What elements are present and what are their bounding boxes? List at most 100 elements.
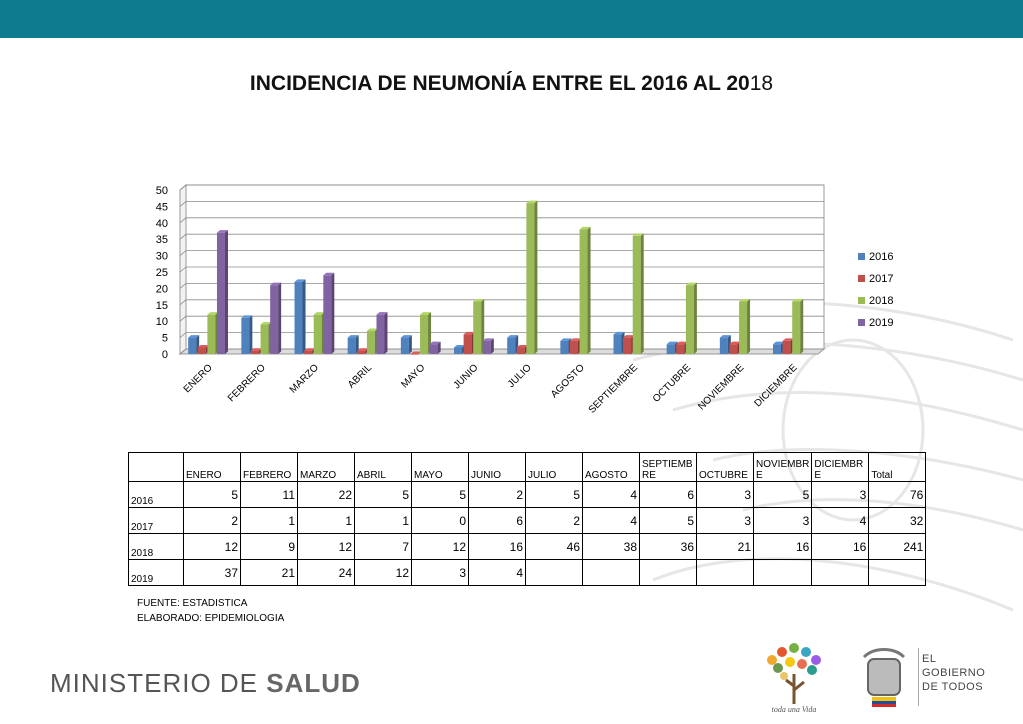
x-tick-label: JUNIO (452, 362, 481, 391)
bar (569, 340, 578, 354)
bar-top (507, 335, 519, 338)
x-tick-label: MAYO (399, 362, 427, 390)
y-tick-label: 5 (162, 333, 168, 345)
table-cell: 1 (354, 507, 412, 534)
bar-top (516, 344, 528, 348)
bar (420, 314, 429, 354)
bar-side (355, 335, 359, 354)
legend-label: 2019 (869, 317, 893, 329)
ministerio-logo: MINISTERIO DE SALUD (50, 668, 361, 698)
bar (473, 301, 482, 354)
bar (188, 337, 197, 354)
table-cell (868, 559, 927, 586)
gridline (179, 299, 824, 306)
bar (323, 275, 332, 354)
bar-top (526, 200, 538, 204)
gridline (179, 266, 824, 273)
table-cell (582, 559, 640, 586)
bar-top (270, 282, 282, 286)
y-tick-label: 10 (156, 316, 168, 328)
bar (676, 344, 685, 354)
legend-swatch (858, 253, 865, 260)
table-cell: 5 (354, 481, 412, 508)
x-tick-label: DICIEMBRE (752, 362, 799, 409)
bar (376, 314, 385, 354)
table-cell: 5 (411, 481, 469, 508)
bar-side (331, 272, 335, 354)
table-row: 2017 2 1 1 1 0 6 2 4 5 3 3 4 32 (128, 507, 927, 534)
gridline (179, 233, 824, 240)
elaborated-note: ELABORADO: EPIDEMIOLOGIA (137, 613, 285, 624)
row-header-cell: 2019 (128, 559, 184, 586)
bar (526, 203, 535, 354)
bar (304, 350, 313, 354)
y-tick-label: 0 (162, 349, 168, 361)
chart-title: INCIDENCIA DE NEUMONÍA ENTRE EL 2016 AL … (249, 72, 774, 95)
bar-side (587, 226, 591, 354)
table-cell: 5 (752, 481, 813, 508)
y-tick-label: 15 (156, 300, 168, 312)
bar (260, 324, 269, 354)
bar (241, 317, 250, 354)
bar-top (676, 341, 688, 345)
x-tick-label: JULIO (506, 362, 534, 390)
bar-top (207, 312, 219, 315)
table-header-cell: SEPTIEMB RE (639, 452, 697, 482)
table-row: 2019 37 21 24 12 3 4 (128, 559, 927, 586)
bar-top (463, 331, 475, 335)
table-header-cell: AGOSTO (582, 452, 640, 482)
table-cell: 4 (582, 507, 640, 534)
table-cell (752, 559, 813, 586)
bar-top (792, 299, 804, 302)
bar (613, 334, 622, 354)
table-cell: 5 (639, 507, 697, 534)
x-tick-label: SEPTIEMBRE (587, 362, 641, 416)
gridline (179, 184, 824, 191)
x-tick-label: AGOSTO (549, 362, 587, 400)
bar-top (410, 351, 422, 354)
bar-top (188, 335, 200, 338)
bar (410, 354, 419, 355)
table-header-cell: JULIO (525, 452, 583, 482)
table-cell (811, 559, 870, 586)
table-cell: 12 (183, 533, 241, 560)
y-tick-label: 35 (156, 234, 168, 246)
bar (719, 337, 728, 354)
x-tick-label: MARZO (288, 362, 321, 395)
gridline (179, 315, 824, 322)
table-cell: 2 (525, 507, 583, 534)
table-cell: 21 (696, 533, 754, 560)
gobierno-logo: EL GOBIERNO DE TODOS (922, 653, 986, 693)
bar-top (376, 312, 388, 315)
table-cell: 4 (582, 481, 640, 508)
bar (463, 334, 472, 354)
bar-top (366, 328, 378, 332)
bar-top (454, 344, 466, 348)
bar (454, 347, 463, 354)
table-header-cell: Total (868, 452, 927, 482)
table-cell: 36 (639, 533, 697, 560)
coat-of-arms-logo (862, 648, 906, 707)
bar-side (224, 230, 228, 354)
table-cell: 24 (297, 559, 355, 586)
y-tick-label: 40 (156, 218, 168, 230)
bar-top (250, 348, 262, 351)
table-cell: 6 (468, 507, 526, 534)
table-cell: 3 (752, 507, 813, 534)
bar-top (623, 335, 635, 338)
bar-side (490, 338, 494, 354)
table-cell (696, 559, 754, 586)
bar (270, 285, 279, 354)
table-cell: 38 (582, 533, 640, 560)
x-tick-label: OCTUBRE (651, 362, 694, 405)
bar-top (579, 226, 591, 230)
x-tick-label: NOVIEMBRE (696, 362, 746, 412)
table-cell: 6 (639, 481, 697, 508)
bar-top (782, 338, 794, 341)
legend-label: 2017 (869, 273, 893, 285)
bar (197, 347, 206, 354)
table-cell: 2 (183, 507, 241, 534)
bar (250, 350, 259, 354)
table-cell: 3 (411, 559, 469, 586)
bar-top (685, 282, 697, 286)
